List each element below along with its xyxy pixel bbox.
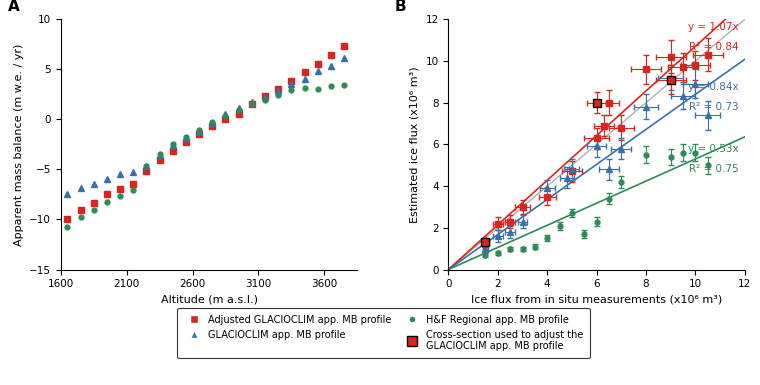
Text: A: A	[8, 0, 19, 14]
Text: y = 1.07x: y = 1.07x	[689, 22, 739, 32]
X-axis label: Ice flux from in situ measurements (x10⁶ m³): Ice flux from in situ measurements (x10⁶…	[471, 295, 722, 305]
Text: y = 0.84x: y = 0.84x	[689, 82, 739, 92]
X-axis label: Altitude (m a.s.l.): Altitude (m a.s.l.)	[160, 295, 258, 305]
Y-axis label: Apparent mass balance (m w.e. / yr): Apparent mass balance (m w.e. / yr)	[14, 43, 24, 246]
Y-axis label: Estimated ice flux (x10⁶ m³): Estimated ice flux (x10⁶ m³)	[410, 66, 420, 223]
Text: R² = 0.75: R² = 0.75	[689, 164, 739, 174]
Text: R² = 0.73: R² = 0.73	[689, 102, 739, 112]
Text: R² = 0.84: R² = 0.84	[689, 42, 739, 52]
Text: B: B	[395, 0, 407, 14]
Legend: Adjusted GLACIOCLIM app. MB profile, GLACIOCLIM app. MB profile, H&F Regional ap: Adjusted GLACIOCLIM app. MB profile, GLA…	[177, 308, 591, 358]
Text: y = 0.53x: y = 0.53x	[689, 144, 739, 154]
